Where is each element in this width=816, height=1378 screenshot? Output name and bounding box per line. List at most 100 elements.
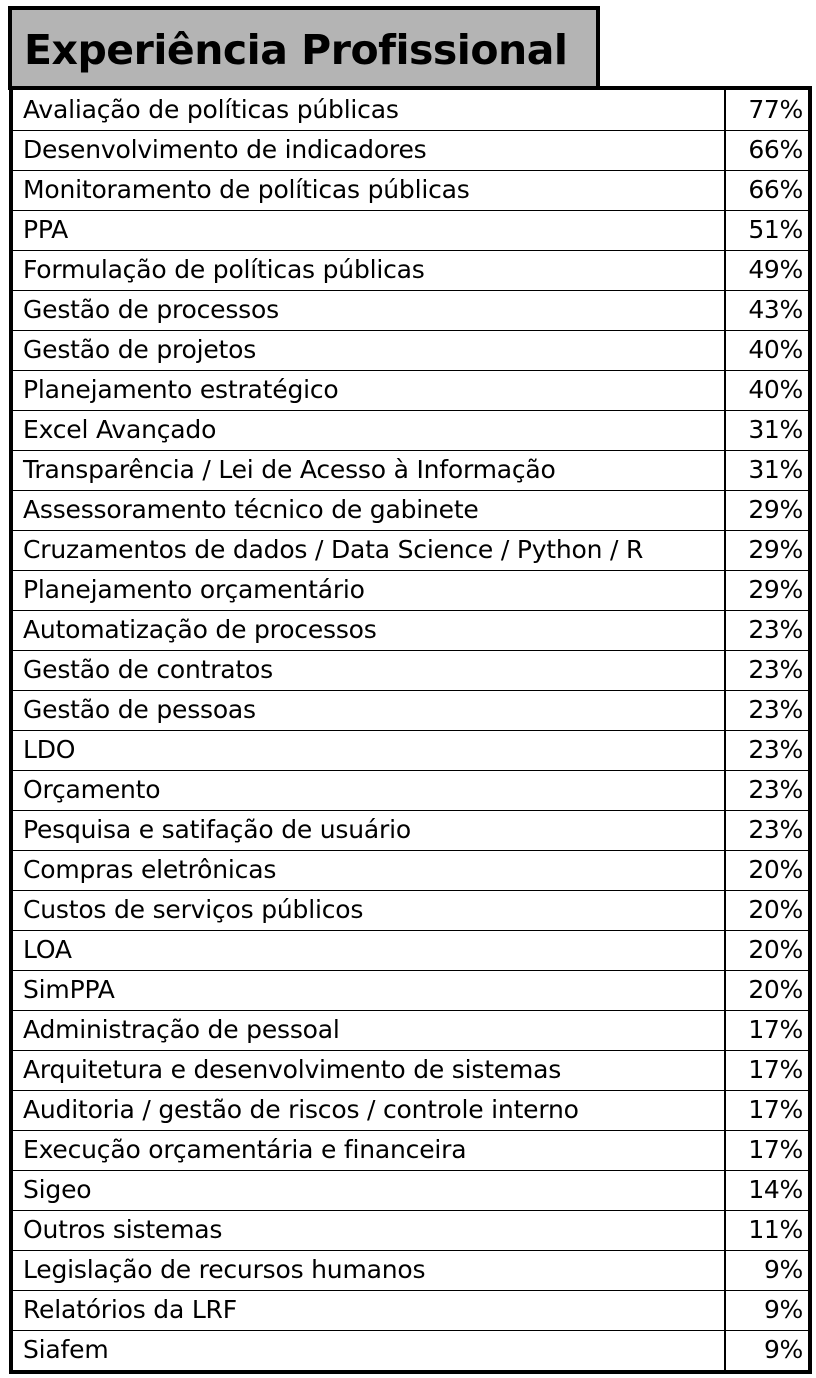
table-row: Administração de pessoal 17%	[13, 1010, 808, 1051]
row-label: Custos de serviços públicos	[13, 890, 725, 931]
row-label: Automatização de processos	[13, 610, 725, 651]
experience-table-body: Avaliação de políticas públicas 77% Desenv…	[13, 90, 808, 1370]
row-label: Excel Avançado	[13, 410, 725, 451]
table-row: Transparência / Lei de Acesso à Informaç…	[13, 450, 808, 491]
row-label: Cruzamentos de dados / Data Science / Py…	[13, 530, 725, 571]
row-label: Assessoramento técnico de gabinete	[13, 490, 725, 531]
row-label: Execução orçamentária e financeira	[13, 1130, 725, 1171]
table-row: Gestão de projetos 40%	[13, 330, 808, 371]
row-label: Formulação de políticas públicas	[13, 250, 725, 291]
row-value: 23%	[724, 810, 808, 851]
row-value: 51%	[724, 210, 808, 251]
row-label: Gestão de pessoas	[13, 690, 725, 731]
table-row: Outros sistemas 11%	[13, 1210, 808, 1251]
table-row: Arquitetura e desenvolvimento de sistema…	[13, 1050, 808, 1091]
experience-table: Avaliação de políticas públicas 77% Desenv…	[13, 90, 808, 1370]
table-row: Monitoramento de políticas públicas 66%	[13, 170, 808, 211]
table-row: Planejamento orçamentário 29%	[13, 570, 808, 611]
row-value: 29%	[724, 570, 808, 611]
row-label: SimPPA	[13, 970, 725, 1011]
table-row: Pesquisa e satifação de usuário 23%	[13, 810, 808, 851]
table-row: Cruzamentos de dados / Data Science / Py…	[13, 530, 808, 571]
title-box: Experiência Profissional	[8, 6, 600, 90]
experience-table-frame: Avaliação de políticas públicas 77% Desenv…	[9, 86, 812, 1374]
row-value: 17%	[724, 1050, 808, 1091]
table-row: Excel Avançado 31%	[13, 410, 808, 451]
table-row: Compras eletrônicas 20%	[13, 850, 808, 891]
row-value: 14%	[724, 1170, 808, 1211]
row-value: 20%	[724, 970, 808, 1011]
table-row: LOA 20%	[13, 930, 808, 971]
row-value: 49%	[724, 250, 808, 291]
row-value: 9%	[724, 1330, 808, 1370]
row-value: 23%	[724, 770, 808, 811]
row-label: Planejamento estratégico	[13, 370, 725, 411]
row-label: Gestão de contratos	[13, 650, 725, 691]
table-row: Relatórios da LRF 9%	[13, 1290, 808, 1331]
row-value: 11%	[724, 1210, 808, 1251]
row-value: 23%	[724, 730, 808, 771]
table-row: Custos de serviços públicos 20%	[13, 890, 808, 931]
table-row: Sigeo 14%	[13, 1170, 808, 1211]
row-value: 23%	[724, 690, 808, 731]
row-label: Outros sistemas	[13, 1210, 725, 1251]
row-value: 40%	[724, 330, 808, 371]
table-row: Execução orçamentária e financeira 17%	[13, 1130, 808, 1171]
table-row: Auditoria / gestão de riscos / controle …	[13, 1090, 808, 1131]
table-row: Orçamento 23%	[13, 770, 808, 811]
row-label: Orçamento	[13, 770, 725, 811]
row-label: Arquitetura e desenvolvimento de sistema…	[13, 1050, 725, 1091]
row-label: Desenvolvimento de indicadores	[13, 130, 725, 171]
row-label: Monitoramento de políticas públicas	[13, 170, 725, 211]
row-value: 23%	[724, 650, 808, 691]
row-label: Planejamento orçamentário	[13, 570, 725, 611]
row-label: Avaliação de políticas públicas	[13, 90, 725, 131]
row-value: 20%	[724, 930, 808, 971]
row-label: LOA	[13, 930, 725, 971]
row-label: Administração de pessoal	[13, 1010, 725, 1051]
table-row: Siafem 9%	[13, 1330, 808, 1370]
row-value: 31%	[724, 410, 808, 451]
table-row: Desenvolvimento de indicadores 66%	[13, 130, 808, 171]
row-label: Legislação de recursos humanos	[13, 1250, 725, 1291]
row-value: 66%	[724, 170, 808, 211]
row-value: 31%	[724, 450, 808, 491]
row-label: Auditoria / gestão de riscos / controle …	[13, 1090, 725, 1131]
table-row: Automatização de processos 23%	[13, 610, 808, 651]
table-row: Legislação de recursos humanos 9%	[13, 1250, 808, 1291]
row-value: 17%	[724, 1130, 808, 1171]
table-row: SimPPA 20%	[13, 970, 808, 1011]
row-value: 43%	[724, 290, 808, 331]
row-label: Siafem	[23, 1335, 109, 1365]
row-value: 29%	[724, 530, 808, 571]
table-row: Gestão de contratos 23%	[13, 650, 808, 691]
table-row: LDO 23%	[13, 730, 808, 771]
row-value: 20%	[724, 890, 808, 931]
row-label: Sigeo	[13, 1170, 725, 1211]
row-value: 29%	[724, 490, 808, 531]
row-label: LDO	[13, 730, 725, 771]
table-row: Avaliação de políticas públicas 77%	[13, 90, 808, 131]
row-value: 77%	[724, 90, 808, 131]
row-label: Gestão de processos	[13, 290, 725, 331]
row-label: Relatórios da LRF	[13, 1290, 725, 1331]
table-row: PPA 51%	[13, 210, 808, 251]
table-row: Planejamento estratégico 40%	[13, 370, 808, 411]
table-row: Gestão de pessoas 23%	[13, 690, 808, 731]
row-label: Gestão de projetos	[13, 330, 725, 371]
row-value: 9%	[724, 1290, 808, 1331]
table-row: Formulação de políticas públicas 49%	[13, 250, 808, 291]
row-value: 66%	[724, 130, 808, 171]
row-label: Pesquisa e satifação de usuário	[13, 810, 725, 851]
row-label: Compras eletrônicas	[13, 850, 725, 891]
row-value: 40%	[724, 370, 808, 411]
row-value: 17%	[724, 1010, 808, 1051]
row-value: 23%	[724, 610, 808, 651]
row-value: 9%	[724, 1250, 808, 1291]
table-row: Gestão de processos 43%	[13, 290, 808, 331]
page-title: Experiência Profissional	[24, 26, 568, 74]
table-row: Assessoramento técnico de gabinete 29%	[13, 490, 808, 531]
row-value: 20%	[724, 850, 808, 891]
row-label: PPA	[13, 210, 725, 251]
row-label: Transparência / Lei de Acesso à Informaç…	[13, 450, 725, 491]
